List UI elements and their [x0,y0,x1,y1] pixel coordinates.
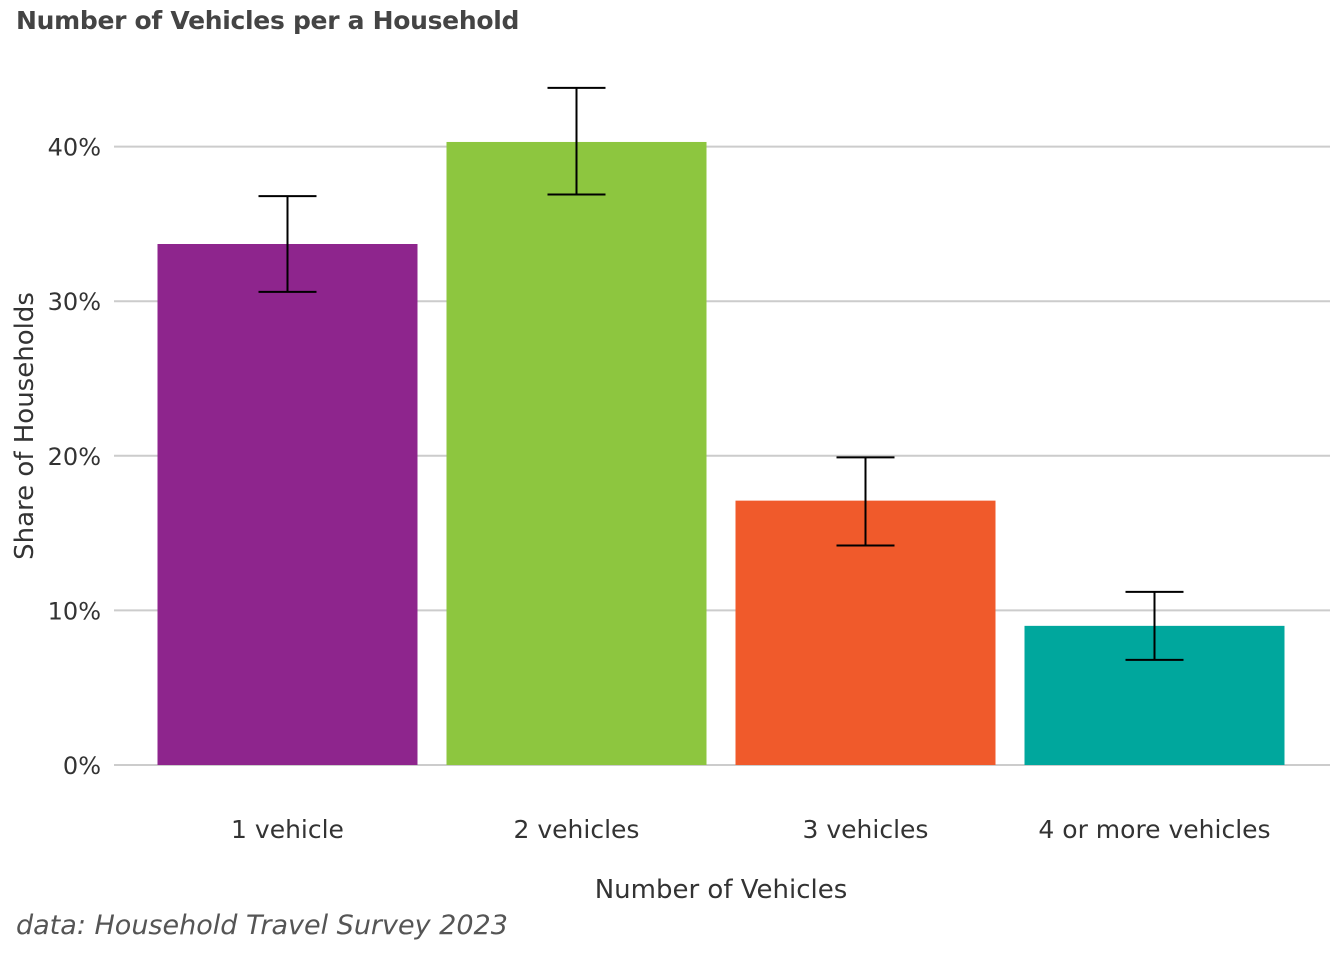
y-tick-label: 40% [48,134,101,162]
y-tick-label: 30% [48,288,101,316]
x-tick-label: 4 or more vehicles [1038,815,1270,844]
x-tick-label: 3 vehicles [803,815,929,844]
y-axis-label: Share of Households [10,292,40,560]
y-tick-label: 20% [48,443,101,471]
error-bars [258,86,1184,661]
bars [157,141,1285,766]
bar [157,243,418,766]
x-tick-label: 2 vehicles [514,815,640,844]
bar [446,141,707,765]
data-source-caption: data: Household Travel Survey 2023 [16,910,508,941]
x-axis-ticks: 1 vehicle 2 vehicles 3 vehicles 4 or more v… [231,815,1271,844]
x-tick-label: 1 vehicle [231,815,344,844]
y-tick-label: 0% [63,752,101,780]
chart-title: Number of Vehicles per a Household [16,6,520,35]
x-axis-label: Number of Vehicles [595,875,848,905]
y-tick-label: 10% [48,597,101,625]
y-axis-ticks: 0% 10% 20% 30% 40% [48,134,101,780]
